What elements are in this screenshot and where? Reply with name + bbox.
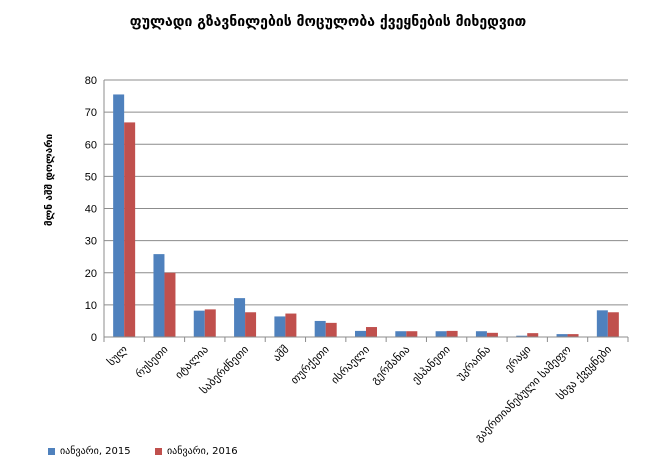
x-tick-label: ესპანეთი bbox=[409, 343, 453, 387]
y-tick-label: 40 bbox=[85, 204, 97, 216]
chart-title: ფულადი გზავნილების მოცულობა ქვეყნების მი… bbox=[129, 14, 527, 30]
y-tick-label: 10 bbox=[85, 300, 97, 312]
legend-swatch-series-1 bbox=[48, 448, 55, 455]
y-tick-label: 0 bbox=[91, 332, 97, 344]
bar-series-2 bbox=[164, 272, 176, 337]
bar-series-1 bbox=[475, 331, 487, 337]
bar-series-1 bbox=[234, 298, 246, 337]
x-tick-label: თურქეთი bbox=[288, 343, 332, 387]
bar-series-1 bbox=[274, 316, 286, 337]
bar-series-2 bbox=[406, 331, 418, 337]
bar-series-2 bbox=[325, 322, 337, 337]
bar-series-2 bbox=[567, 334, 579, 337]
bar-series-2 bbox=[486, 332, 498, 337]
legend-label-series-1: იანვარი, 2015 bbox=[60, 446, 131, 457]
y-tick-label: 20 bbox=[85, 268, 97, 280]
bar-series-2 bbox=[366, 327, 377, 337]
bar-series-1 bbox=[395, 331, 407, 337]
x-tick-label: სულ bbox=[105, 343, 131, 369]
y-tick-label: 30 bbox=[85, 236, 97, 248]
legend-item-series-1: იანვარი, 2015 bbox=[48, 446, 131, 457]
bar-series-1 bbox=[596, 310, 608, 337]
legend-item-series-2: იანვარი, 2016 bbox=[155, 446, 238, 457]
x-tick-label: აშშ bbox=[270, 343, 291, 364]
legend-swatch-series-2 bbox=[155, 448, 162, 455]
bar-series-1 bbox=[113, 94, 125, 337]
y-tick-label: 80 bbox=[85, 75, 97, 87]
bar-series-2 bbox=[446, 330, 458, 337]
bar-series-1 bbox=[516, 335, 528, 337]
x-tick-label: იტალია bbox=[172, 343, 211, 382]
bar-series-1 bbox=[556, 334, 568, 337]
gridlines bbox=[104, 79, 628, 306]
bar-series-2 bbox=[527, 333, 539, 337]
bar-series-2 bbox=[607, 312, 619, 337]
y-tick-label: 70 bbox=[85, 107, 97, 119]
bar-series-2 bbox=[204, 309, 216, 337]
bar-series-2 bbox=[124, 122, 136, 337]
bar-series-1 bbox=[314, 320, 326, 337]
bar-series-1 bbox=[435, 331, 447, 337]
x-tick-label: რუსეთი bbox=[133, 343, 171, 381]
bar-series-1 bbox=[355, 330, 366, 337]
bar-series-1 bbox=[153, 254, 165, 337]
x-tick-label: უკრაინა bbox=[454, 343, 494, 383]
y-tick-label: 50 bbox=[85, 171, 97, 183]
legend-label-series-2: იანვარი, 2016 bbox=[167, 446, 238, 457]
bar-series-2 bbox=[285, 313, 297, 337]
y-tick-label: 60 bbox=[85, 139, 97, 151]
x-tick-label: გერმანია bbox=[369, 343, 413, 387]
bars bbox=[113, 94, 619, 337]
y-axis-label: მლნ აშშ დოლარი bbox=[43, 133, 55, 226]
bar-series-1 bbox=[193, 310, 205, 337]
bar-series-2 bbox=[245, 312, 257, 337]
x-tick-label: ისრაელი bbox=[328, 343, 372, 387]
x-tick-label: ერაყი bbox=[502, 343, 534, 375]
